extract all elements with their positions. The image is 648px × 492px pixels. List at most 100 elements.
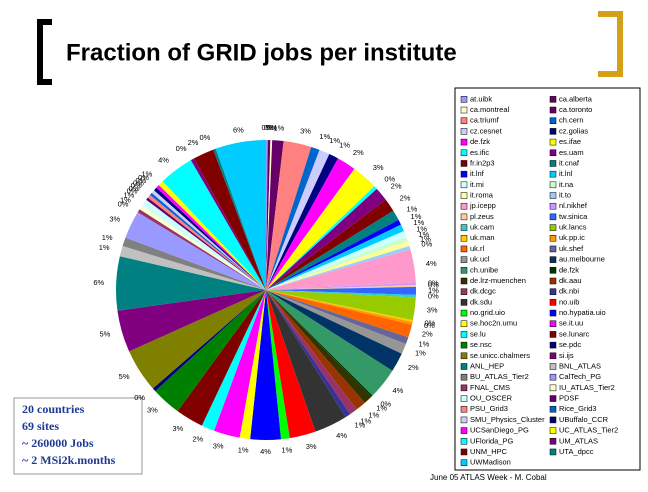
note: 69 sites (22, 419, 59, 433)
legend-swatch (549, 341, 557, 349)
legend-swatch (549, 138, 557, 146)
pie-slice (266, 219, 402, 290)
legend-swatch (460, 149, 468, 157)
legend-label: uk.shef (559, 244, 584, 253)
legend-label: uk.man (470, 233, 495, 242)
legend-label: pl.zeus (470, 212, 494, 221)
legend-swatch (549, 438, 557, 445)
chart-title: Fraction of GRID jobs per institute (66, 39, 457, 66)
legend-swatch (460, 309, 468, 317)
legend-label: cz.cesnet (470, 126, 503, 135)
slice-label: 4% (336, 431, 347, 440)
legend-label: UBuffalo_CCR (559, 415, 609, 424)
legend-label: SMU_Physics_Cluster (470, 415, 545, 424)
pie-slice (266, 186, 377, 290)
legend-swatch (460, 341, 468, 349)
legend-swatch (460, 288, 468, 295)
pie-slice (266, 249, 416, 290)
pie-slice (142, 199, 266, 290)
slice-label: 0% (264, 123, 275, 132)
pie-slice (266, 290, 373, 397)
legend-swatch (549, 288, 557, 295)
pie-slice (146, 197, 266, 290)
slice-label: 0% (199, 133, 210, 142)
slice-label: 4% (392, 386, 403, 395)
legend-label: IU_ATLAS_Tier2 (559, 383, 615, 392)
legend-label: es.ifae (559, 137, 581, 146)
legend-swatch (549, 202, 557, 210)
slice-label: 3% (373, 163, 384, 172)
slice-label: 1% (238, 445, 249, 454)
legend-label: it.to (559, 190, 571, 199)
legend-swatch (549, 384, 557, 392)
legend-swatch (549, 331, 557, 338)
slice-label: 0% (428, 292, 439, 301)
slice-label: 0% (428, 278, 439, 287)
legend-swatch (549, 395, 557, 402)
legend-swatch (460, 405, 468, 413)
legend-label: BU_ATLAS_Tier2 (470, 372, 529, 381)
legend-label: es.uam (559, 148, 584, 157)
pie-slice (266, 290, 416, 321)
pie-slice (266, 290, 372, 403)
pie-slice (266, 140, 284, 290)
legend-label: UNM_HPC (470, 447, 508, 456)
pie-slice (266, 290, 413, 323)
legend-swatch (460, 106, 468, 114)
slice-label: 3% (172, 424, 183, 433)
legend-swatch (549, 309, 557, 317)
legend-label: dk.nbi (559, 287, 579, 296)
legend-swatch (460, 181, 468, 189)
slice-label: 3% (427, 305, 438, 314)
legend-swatch (549, 224, 557, 231)
slice-label: 1% (123, 191, 134, 200)
pie-slice (116, 256, 266, 311)
pie-slice (177, 290, 266, 426)
legend-swatch (460, 128, 468, 135)
slice-label: 0% (384, 174, 395, 183)
slice-label: 1% (415, 349, 426, 358)
slice-label: 1% (416, 224, 427, 233)
pie-slice (125, 212, 266, 290)
pie-slice (266, 290, 346, 432)
pie-slice (266, 290, 402, 371)
slice-label: 3% (306, 442, 317, 451)
pie-slice (266, 158, 355, 290)
legend-swatch (549, 256, 557, 263)
pie-slice (162, 160, 266, 290)
legend-label: no.uib (559, 297, 579, 306)
pie-slice (266, 224, 404, 290)
slice-label: 1% (354, 421, 365, 430)
slice-label: 5% (99, 330, 110, 339)
slice-label: 2% (192, 434, 203, 443)
pie-slice (214, 290, 266, 438)
legend-swatch (549, 181, 557, 189)
legend-swatch (549, 299, 557, 306)
legend-swatch (460, 277, 468, 285)
legend-label: FNAL_CMS (470, 383, 510, 392)
slice-label: 2% (422, 329, 433, 338)
legend-label: UTA_dpcc (559, 447, 594, 456)
pie-slice (266, 286, 416, 295)
legend-swatch (549, 427, 557, 434)
legend-swatch (549, 363, 557, 370)
slice-label: 0% (135, 176, 146, 185)
note: 20 countries (22, 402, 85, 416)
legend-label: de.fzk (470, 137, 490, 146)
legend-label: BNL_ATLAS (559, 361, 601, 370)
pie-slice (129, 290, 266, 389)
pie-slice (122, 237, 266, 290)
legend-label: de.lrz-muenchen (470, 276, 526, 285)
legend-swatch (460, 117, 468, 124)
pie-slice (266, 282, 416, 290)
pie-slice (266, 290, 416, 298)
legend-swatch (549, 128, 557, 135)
legend-swatch (549, 245, 557, 253)
legend-swatch (549, 149, 557, 157)
legend-label: PSU_Grid3 (470, 404, 508, 413)
legend-label: UWMadison (470, 458, 511, 467)
legend-label: dk.sdu (470, 297, 492, 306)
legend-label: de.fzk (559, 265, 579, 274)
legend-swatch (549, 213, 557, 221)
